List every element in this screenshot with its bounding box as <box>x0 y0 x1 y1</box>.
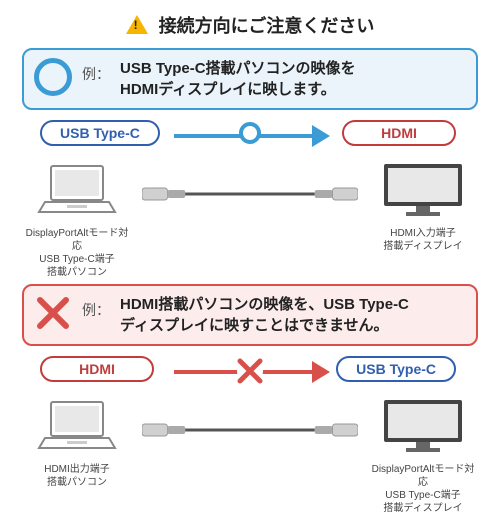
ng-left-pill: HDMI <box>40 356 154 382</box>
ng-cross-icon <box>34 294 72 332</box>
ng-arrow-icon <box>312 361 330 383</box>
ng-right-pill-label: USB Type-C <box>356 361 436 377</box>
ok-diagram: USB Type-C HDMI DisplayPortAltモード対応USB T… <box>22 120 478 282</box>
ok-right-caption: HDMI入力端子搭載ディスプレイ <box>368 227 478 253</box>
ng-panel: 例： HDMI搭載パソコンの映像を、USB Type-Cディスプレイに映すことは… <box>22 284 478 346</box>
example-label: 例： <box>82 56 110 84</box>
ok-circle-icon <box>34 58 72 96</box>
header-text: 接続方向にご注意ください <box>159 16 375 36</box>
ok-panel: 例： USB Type-C搭載パソコンの映像をHDMIディスプレイに映します。 <box>22 48 478 110</box>
cable-icon <box>142 410 358 450</box>
example-label: 例： <box>82 292 110 320</box>
ng-diagram: HDMI USB Type-C HDMI出力端子搭載パソコン DisplayPo… <box>22 356 478 518</box>
ng-right-pill: USB Type-C <box>336 356 456 382</box>
monitor-icon: HDMI入力端子搭載ディスプレイ <box>368 160 478 253</box>
ok-arrow-icon <box>312 125 330 147</box>
monitor-icon: DisplayPortAltモード対応USB Type-C端子搭載ディスプレイ <box>368 396 478 515</box>
ok-right-pill: HDMI <box>342 120 456 146</box>
ok-right-pill-label: HDMI <box>381 125 417 141</box>
ng-left-caption: HDMI出力端子搭載パソコン <box>22 463 132 489</box>
ng-left-pill-label: HDMI <box>79 361 115 377</box>
ng-mid-cross-icon <box>237 358 263 384</box>
warning-triangle-icon <box>126 15 148 34</box>
ok-left-pill: USB Type-C <box>40 120 160 146</box>
ok-left-caption: DisplayPortAltモード対応USB Type-C端子搭載パソコン <box>22 227 132 279</box>
ng-right-caption: DisplayPortAltモード対応USB Type-C端子搭載ディスプレイ <box>368 463 478 515</box>
ng-description: HDMI搭載パソコンの映像を、USB Type-Cディスプレイに映すことはできま… <box>120 292 409 336</box>
ok-left-pill-label: USB Type-C <box>60 125 140 141</box>
laptop-icon: DisplayPortAltモード対応USB Type-C端子搭載パソコン <box>22 160 132 279</box>
warning-header: 接続方向にご注意ください <box>22 12 478 38</box>
ok-mid-circle-icon <box>239 122 261 144</box>
ok-description: USB Type-C搭載パソコンの映像をHDMIディスプレイに映します。 <box>120 56 356 100</box>
cable-icon <box>142 174 358 214</box>
laptop-icon: HDMI出力端子搭載パソコン <box>22 396 132 489</box>
